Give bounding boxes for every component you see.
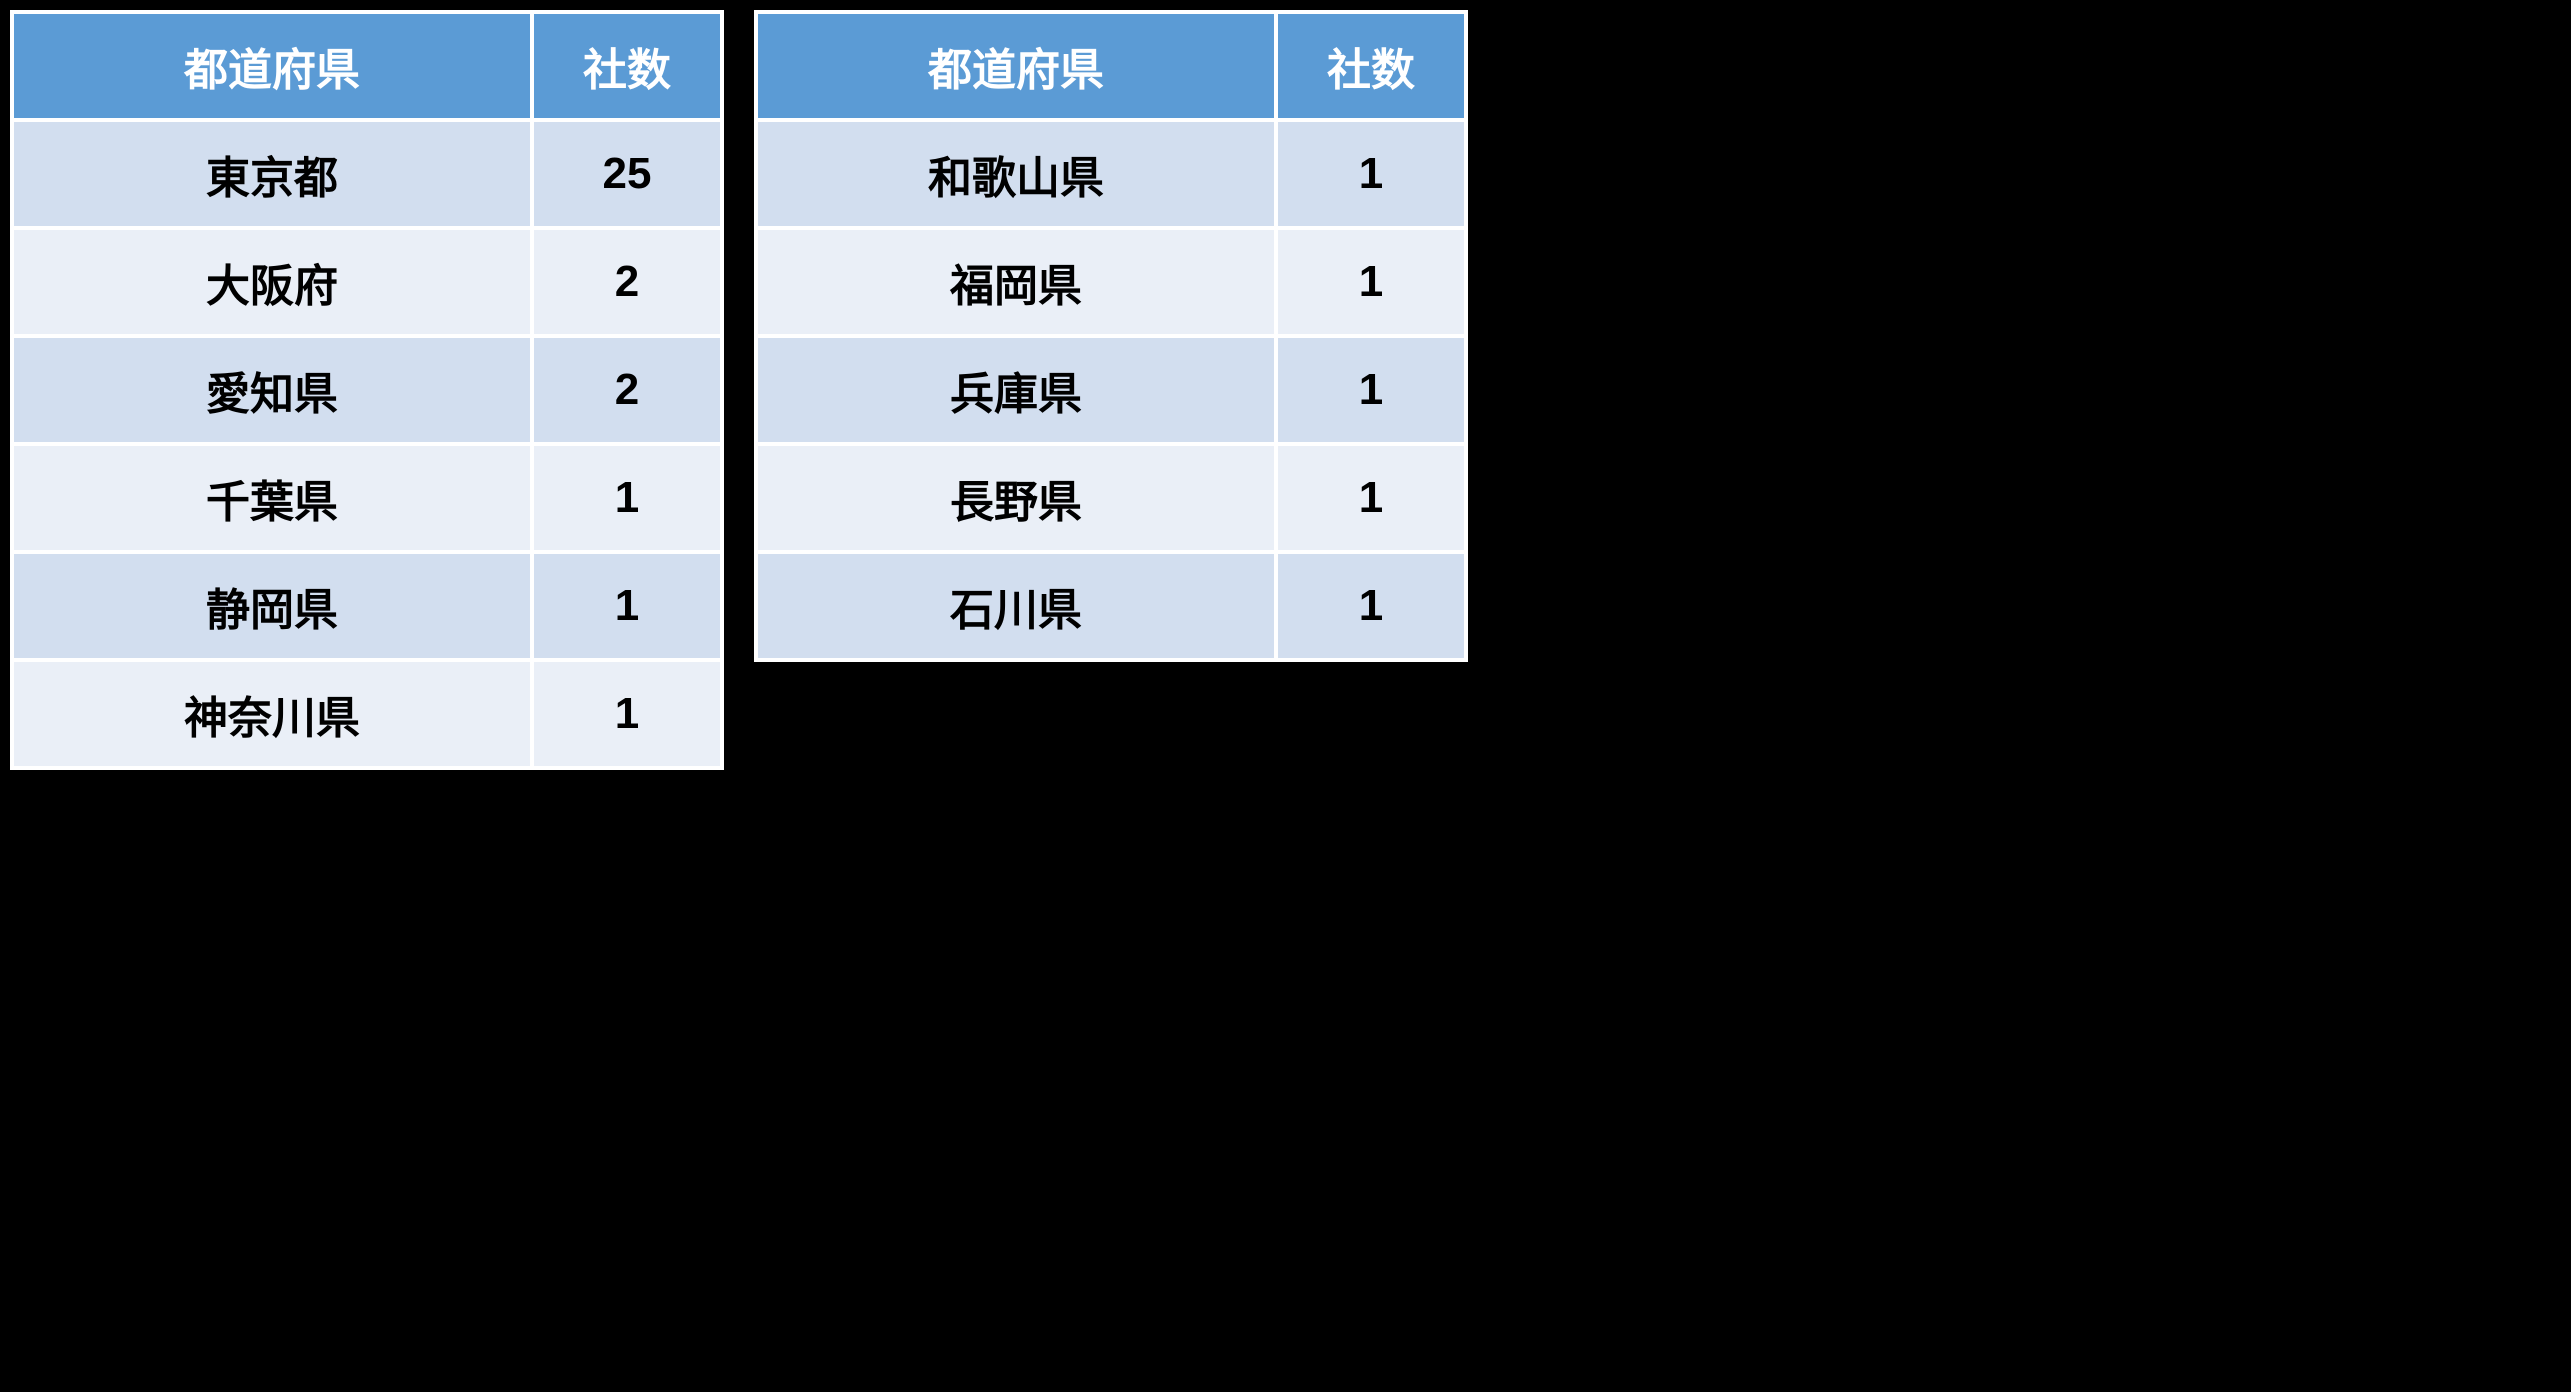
cell-count: 1 bbox=[1276, 552, 1466, 660]
cell-prefecture: 長野県 bbox=[756, 444, 1276, 552]
left-table-wrap: 都道府県 社数 東京都 25 大阪府 2 愛知県 2 千葉県 1 静岡県 1 神… bbox=[10, 10, 724, 770]
cell-count: 25 bbox=[532, 120, 722, 228]
cell-count: 1 bbox=[1276, 228, 1466, 336]
table-row: 愛知県 2 bbox=[12, 336, 722, 444]
cell-prefecture: 兵庫県 bbox=[756, 336, 1276, 444]
header-count: 社数 bbox=[1276, 12, 1466, 120]
cell-prefecture: 神奈川県 bbox=[12, 660, 532, 768]
cell-prefecture: 和歌山県 bbox=[756, 120, 1276, 228]
cell-count: 1 bbox=[1276, 120, 1466, 228]
table-header-row: 都道府県 社数 bbox=[12, 12, 722, 120]
table-row: 長野県 1 bbox=[756, 444, 1466, 552]
right-table: 都道府県 社数 和歌山県 1 福岡県 1 兵庫県 1 長野県 1 石川県 1 bbox=[754, 10, 1468, 662]
cell-prefecture: 大阪府 bbox=[12, 228, 532, 336]
cell-count: 1 bbox=[532, 552, 722, 660]
cell-count: 2 bbox=[532, 228, 722, 336]
cell-count: 1 bbox=[1276, 336, 1466, 444]
cell-count: 1 bbox=[532, 444, 722, 552]
cell-prefecture: 静岡県 bbox=[12, 552, 532, 660]
table-row: 福岡県 1 bbox=[756, 228, 1466, 336]
right-table-wrap: 都道府県 社数 和歌山県 1 福岡県 1 兵庫県 1 長野県 1 石川県 1 bbox=[754, 10, 1468, 770]
left-table: 都道府県 社数 東京都 25 大阪府 2 愛知県 2 千葉県 1 静岡県 1 神… bbox=[10, 10, 724, 770]
cell-prefecture: 愛知県 bbox=[12, 336, 532, 444]
table-row: 静岡県 1 bbox=[12, 552, 722, 660]
cell-count: 1 bbox=[1276, 444, 1466, 552]
cell-prefecture: 石川県 bbox=[756, 552, 1276, 660]
cell-prefecture: 東京都 bbox=[12, 120, 532, 228]
table-row: 神奈川県 1 bbox=[12, 660, 722, 768]
header-prefecture: 都道府県 bbox=[756, 12, 1276, 120]
table-row: 和歌山県 1 bbox=[756, 120, 1466, 228]
table-row: 千葉県 1 bbox=[12, 444, 722, 552]
table-row: 東京都 25 bbox=[12, 120, 722, 228]
cell-count: 2 bbox=[532, 336, 722, 444]
table-header-row: 都道府県 社数 bbox=[756, 12, 1466, 120]
table-row: 大阪府 2 bbox=[12, 228, 722, 336]
header-count: 社数 bbox=[532, 12, 722, 120]
cell-prefecture: 福岡県 bbox=[756, 228, 1276, 336]
header-prefecture: 都道府県 bbox=[12, 12, 532, 120]
cell-count: 1 bbox=[532, 660, 722, 768]
table-row: 石川県 1 bbox=[756, 552, 1466, 660]
cell-prefecture: 千葉県 bbox=[12, 444, 532, 552]
table-row: 兵庫県 1 bbox=[756, 336, 1466, 444]
